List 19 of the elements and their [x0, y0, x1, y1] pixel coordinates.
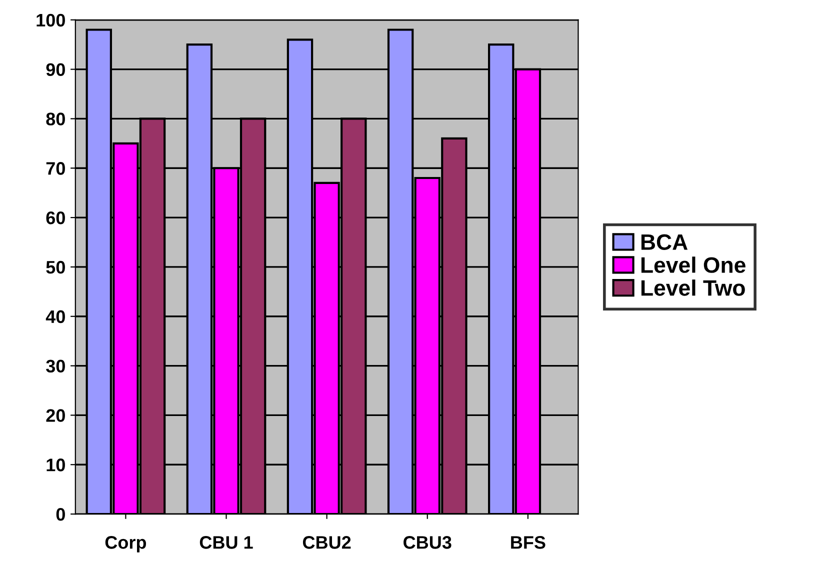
x-tick-label: CBU3	[404, 536, 452, 549]
y-tick-label: 20	[46, 409, 65, 422]
y-tick-label: 50	[46, 260, 65, 274]
y-tick-label: 0	[56, 508, 65, 521]
legend-label: Level One	[641, 256, 746, 273]
y-tick-label: 80	[46, 112, 65, 126]
y-tick-label: 30	[46, 360, 65, 373]
y-tick-label: 40	[46, 310, 65, 324]
x-tick-label: BFS	[511, 536, 546, 549]
y-tick-label: 90	[46, 63, 65, 76]
legend-label: Level Two	[641, 280, 745, 296]
y-tick-label: 100	[36, 14, 65, 27]
x-tick-label: Corp	[105, 536, 146, 552]
x-tick-label: CBU 1	[200, 536, 253, 549]
y-tick-label: 70	[46, 162, 65, 175]
x-tick-label: CBU2	[302, 536, 351, 549]
y-tick-label: 60	[46, 211, 65, 224]
legend-label: BCA	[641, 234, 688, 250]
y-tick-label: 10	[46, 458, 65, 472]
